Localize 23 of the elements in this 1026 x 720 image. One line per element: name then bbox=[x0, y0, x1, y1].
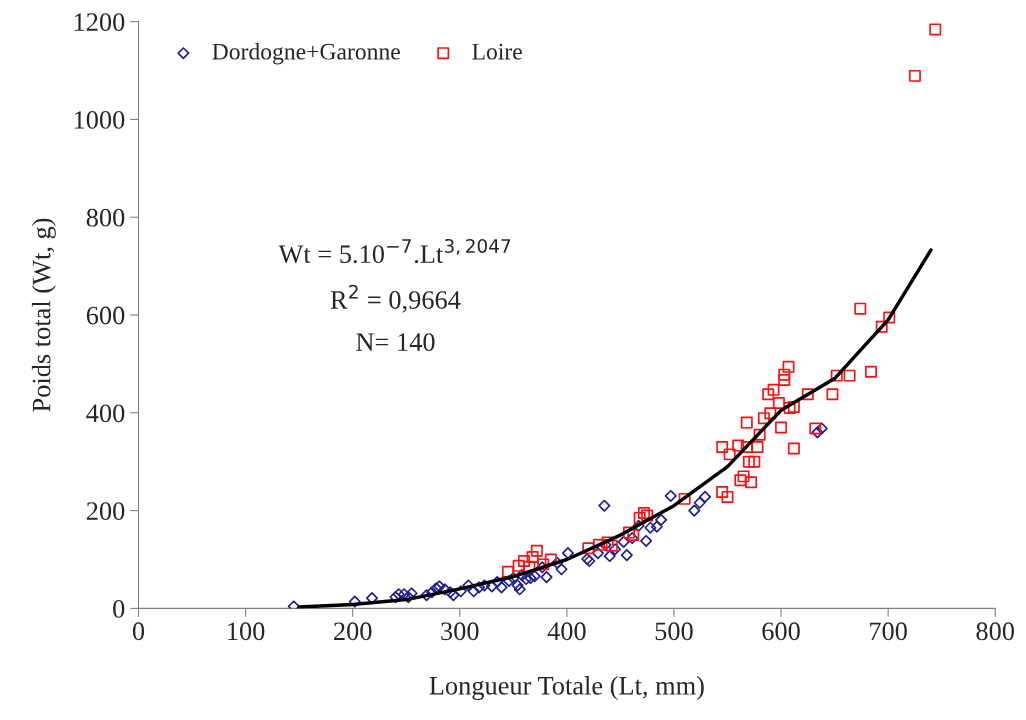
y-tick-label: 800 bbox=[86, 208, 125, 227]
x-tick-label: 300 bbox=[441, 622, 479, 641]
x-tick-label: 800 bbox=[976, 622, 1015, 641]
annotation: Wt = 5.10$^{−7}$.Lt$^{3,2047}$ bbox=[278, 238, 511, 264]
x-tick-label: 400 bbox=[547, 622, 586, 641]
y-tick-label: 1200 bbox=[74, 13, 125, 32]
annotation: R$^{2}$ = 0,9664 bbox=[330, 284, 461, 313]
y-tick-label: 600 bbox=[86, 306, 125, 325]
x-axis-title: Longueur Totale (Lt, mm) bbox=[429, 676, 704, 701]
y-tick-label: 0 bbox=[113, 600, 125, 618]
x-tick-label: 600 bbox=[762, 622, 800, 641]
x-tick-label: 700 bbox=[870, 622, 907, 641]
y-axis-title: Poids total (Wt, g) bbox=[31, 218, 56, 412]
y-tick-label: 1000 bbox=[74, 111, 125, 129]
legend-label: Loire bbox=[472, 43, 522, 60]
y-tick-label: 400 bbox=[86, 404, 125, 423]
y-tick-label: 200 bbox=[86, 502, 125, 521]
x-tick-label: 500 bbox=[655, 622, 693, 641]
x-tick-label: 200 bbox=[334, 622, 372, 641]
annotation: N= 140 bbox=[356, 333, 435, 351]
legend-label: Dordogne+Garonne bbox=[212, 42, 400, 65]
x-tick-label: 0 bbox=[132, 622, 145, 641]
x-tick-label: 100 bbox=[228, 622, 265, 641]
